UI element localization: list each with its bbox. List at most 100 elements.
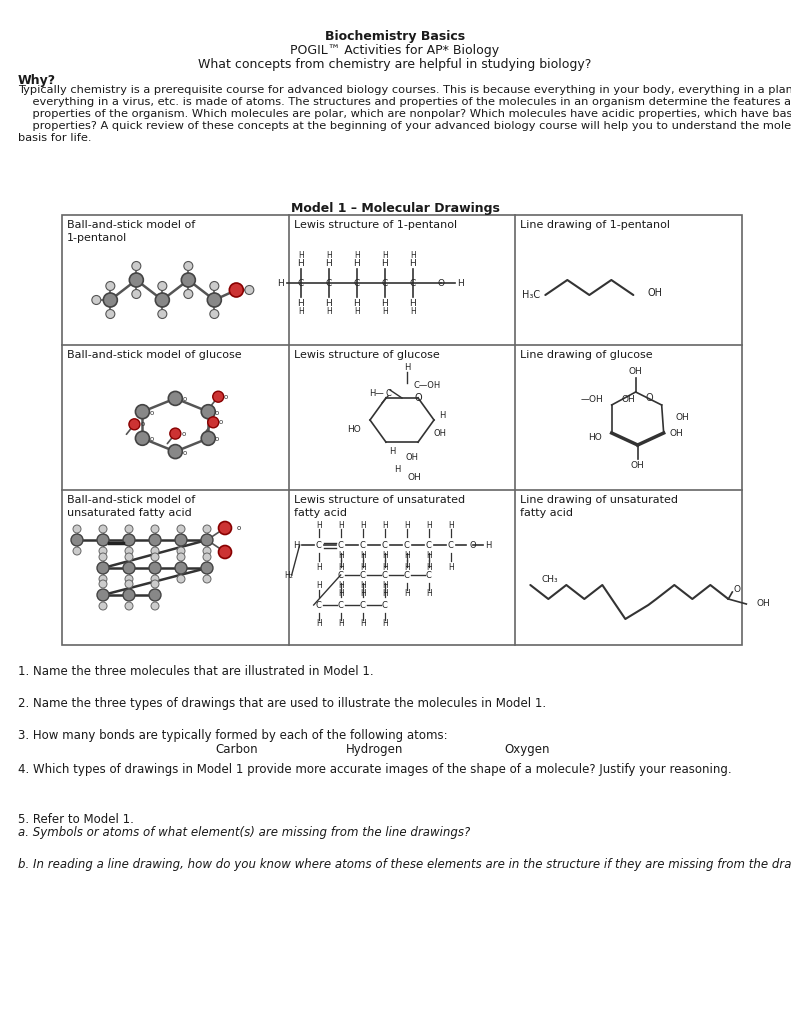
Circle shape — [149, 562, 161, 574]
Circle shape — [125, 575, 133, 583]
Text: H: H — [338, 552, 343, 560]
Text: C: C — [382, 600, 388, 609]
Text: C: C — [426, 541, 432, 550]
Circle shape — [135, 404, 149, 419]
Circle shape — [177, 575, 185, 583]
Text: o: o — [149, 436, 153, 442]
Circle shape — [99, 602, 107, 610]
Circle shape — [175, 534, 187, 546]
Text: C: C — [354, 279, 360, 288]
Circle shape — [99, 525, 107, 534]
Circle shape — [203, 553, 211, 561]
Circle shape — [175, 562, 187, 574]
Text: Carbon: Carbon — [216, 743, 259, 756]
Text: H: H — [448, 520, 453, 529]
Text: a. Symbols or atoms of what element(s) are missing from the line drawings?: a. Symbols or atoms of what element(s) a… — [18, 826, 471, 839]
Circle shape — [210, 309, 219, 318]
Text: H: H — [403, 520, 410, 529]
Circle shape — [99, 580, 107, 588]
Text: C: C — [385, 388, 391, 397]
Text: Line drawing of glucose: Line drawing of glucose — [520, 350, 653, 360]
Circle shape — [218, 521, 232, 535]
Text: H: H — [338, 620, 343, 629]
Circle shape — [125, 553, 133, 561]
Text: H: H — [338, 590, 343, 598]
Text: H: H — [354, 299, 360, 307]
Text: H: H — [404, 362, 411, 372]
Text: H: H — [486, 541, 492, 550]
Circle shape — [201, 534, 213, 546]
Text: H: H — [297, 251, 304, 259]
Text: H: H — [325, 258, 332, 267]
Text: H: H — [316, 582, 322, 591]
Circle shape — [151, 602, 159, 610]
Text: H: H — [426, 520, 432, 529]
Circle shape — [125, 602, 133, 610]
Text: C: C — [403, 570, 410, 580]
Circle shape — [203, 547, 211, 555]
Text: C: C — [403, 541, 410, 550]
Circle shape — [135, 431, 149, 445]
Text: H: H — [297, 299, 304, 307]
Text: H: H — [426, 552, 432, 560]
Circle shape — [99, 553, 107, 561]
Text: 3. How many bonds are typically formed by each of the following atoms:: 3. How many bonds are typically formed b… — [18, 729, 448, 742]
Text: HO: HO — [588, 433, 602, 442]
Bar — [62, 215, 742, 645]
Text: 4. Which types of drawings in Model 1 provide more accurate images of the shape : 4. Which types of drawings in Model 1 pr… — [18, 763, 732, 776]
Circle shape — [125, 525, 133, 534]
Text: C: C — [382, 570, 388, 580]
Circle shape — [213, 391, 224, 402]
Text: Model 1 – Molecular Drawings: Model 1 – Molecular Drawings — [290, 202, 499, 215]
Text: o: o — [215, 436, 219, 442]
Circle shape — [97, 589, 109, 601]
Text: C: C — [297, 279, 304, 288]
Text: H: H — [360, 620, 365, 629]
Text: H: H — [403, 552, 410, 560]
Text: Why?: Why? — [18, 74, 56, 87]
Circle shape — [92, 296, 100, 304]
Text: H: H — [457, 279, 464, 288]
Circle shape — [73, 547, 81, 555]
Text: H: H — [360, 562, 365, 571]
Circle shape — [184, 261, 193, 270]
Text: H: H — [382, 590, 388, 598]
Circle shape — [106, 282, 115, 291]
Text: Ball-and-stick model of glucose: Ball-and-stick model of glucose — [67, 350, 241, 360]
Text: OH: OH — [407, 472, 421, 481]
Circle shape — [177, 525, 185, 534]
Text: H: H — [316, 620, 322, 629]
Text: o: o — [215, 410, 219, 416]
Circle shape — [125, 547, 133, 555]
Text: OH: OH — [629, 368, 642, 377]
Circle shape — [158, 282, 167, 291]
Text: o: o — [181, 431, 185, 436]
Text: H₂: H₂ — [285, 570, 293, 580]
Text: C: C — [316, 541, 322, 550]
Text: 1. Name the three molecules that are illustrated in Model 1.: 1. Name the three molecules that are ill… — [18, 665, 373, 678]
Text: H: H — [410, 306, 415, 315]
Text: H: H — [354, 258, 360, 267]
Text: H: H — [382, 251, 388, 259]
Text: Typically chemistry is a prerequisite course for advanced biology courses. This : Typically chemistry is a prerequisite co… — [18, 85, 791, 95]
Text: o: o — [182, 450, 187, 456]
Text: C: C — [410, 279, 416, 288]
Text: Line drawing of unsaturated
fatty acid: Line drawing of unsaturated fatty acid — [520, 495, 679, 518]
Text: O: O — [469, 541, 476, 550]
Text: H: H — [297, 258, 304, 267]
Circle shape — [177, 547, 185, 555]
Text: O: O — [437, 279, 445, 288]
Text: o: o — [182, 396, 187, 402]
Text: C: C — [382, 541, 388, 550]
Circle shape — [151, 553, 159, 561]
Text: OH: OH — [433, 429, 446, 438]
Text: H: H — [426, 590, 432, 598]
Text: H: H — [382, 562, 388, 571]
Circle shape — [132, 261, 141, 270]
Circle shape — [158, 309, 167, 318]
Text: H: H — [316, 520, 322, 529]
Text: POGIL™ Activities for AP* Biology: POGIL™ Activities for AP* Biology — [290, 44, 500, 57]
Text: C: C — [338, 600, 343, 609]
Circle shape — [130, 273, 143, 287]
Text: C: C — [448, 541, 453, 550]
